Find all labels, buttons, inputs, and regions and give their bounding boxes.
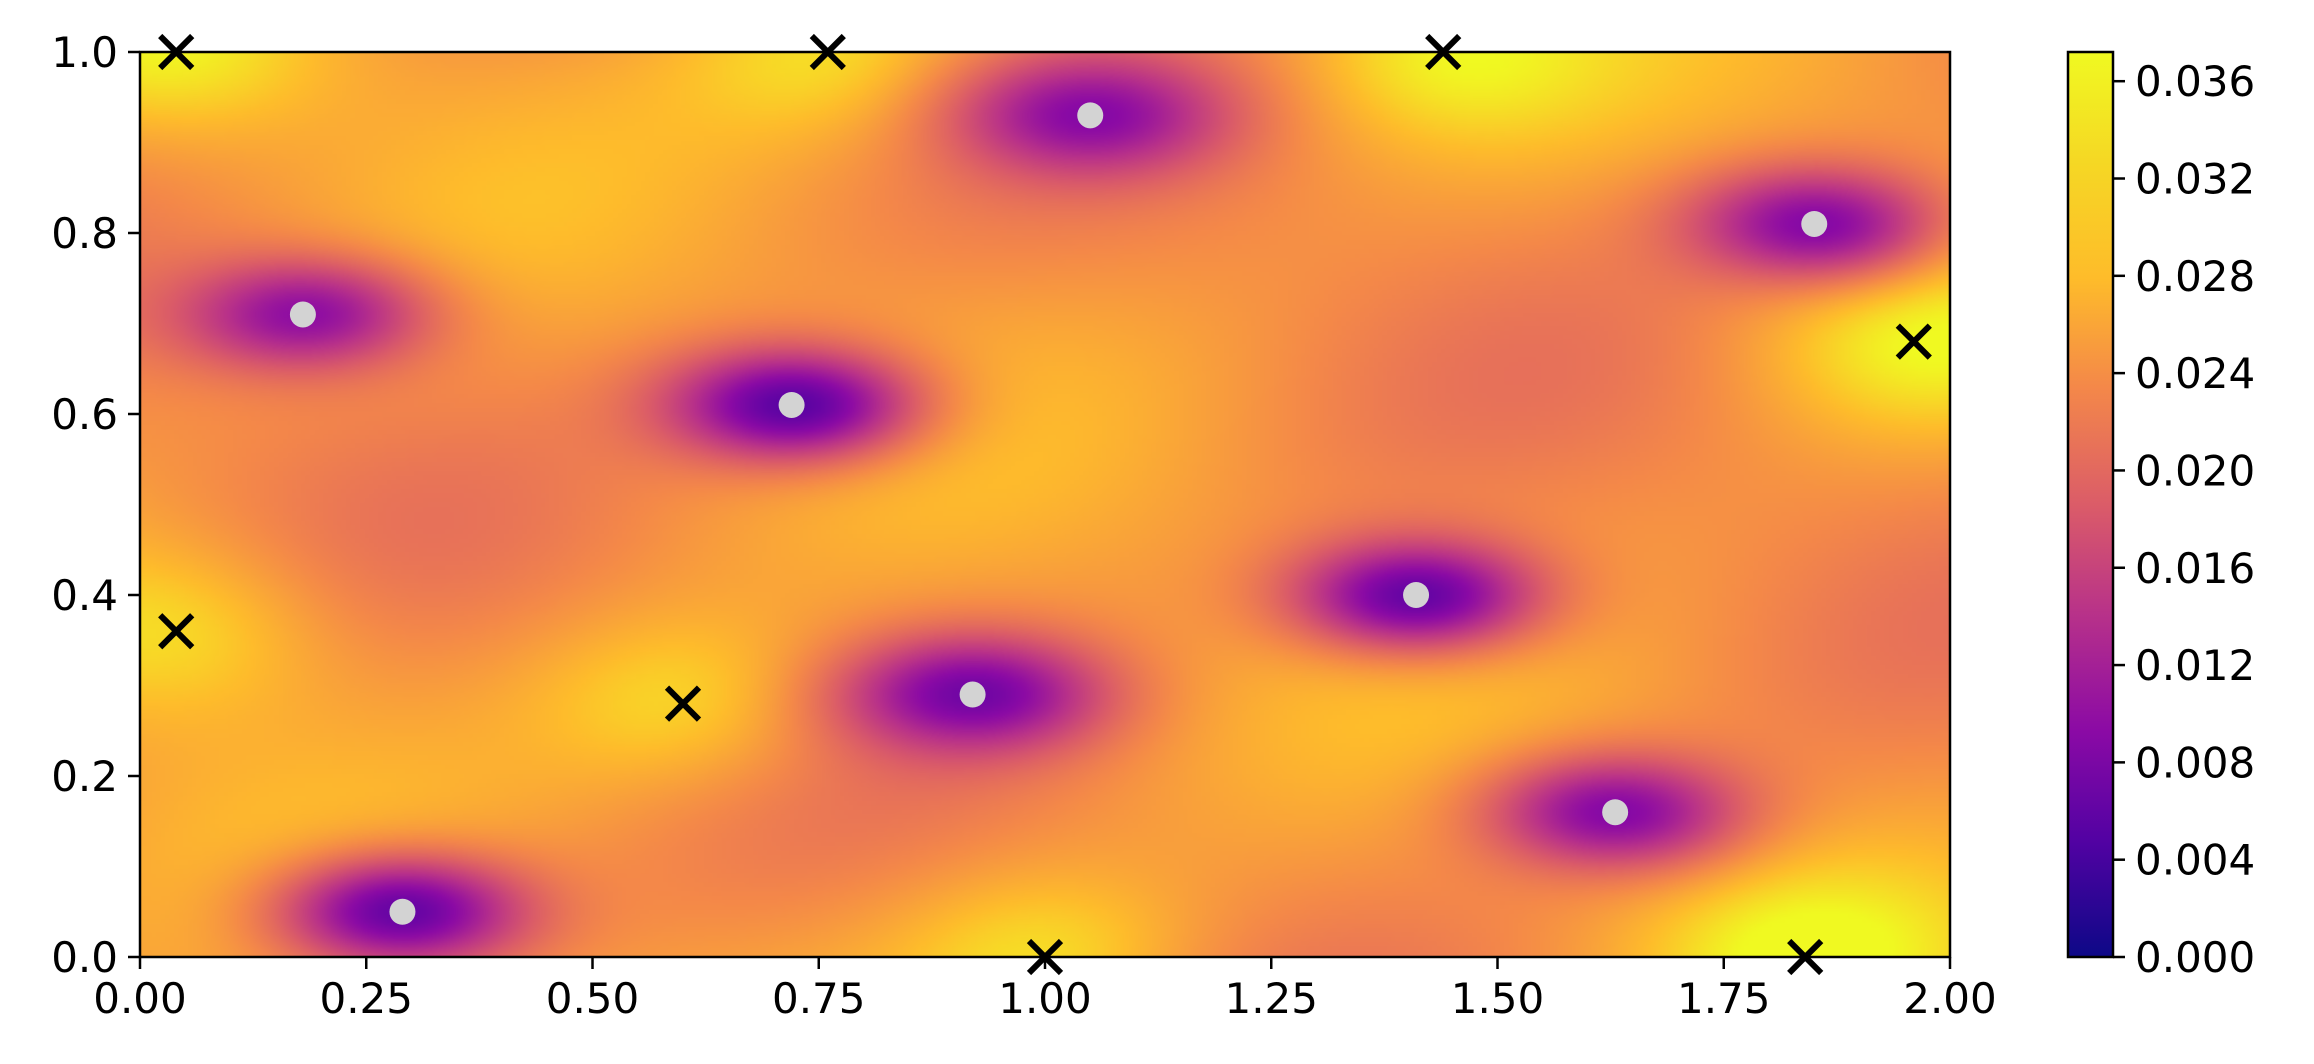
colorbar-tick-label: 0.036	[2135, 57, 2255, 106]
x-tick-label: 1.25	[1224, 974, 1318, 1023]
x-tick-label: 0.00	[93, 974, 187, 1023]
colorbar-tick-label: 0.008	[2135, 738, 2255, 787]
plot-area	[138, 50, 1952, 959]
x-tick-label: 0.50	[546, 974, 640, 1023]
x-tick-label: 1.00	[998, 974, 1092, 1023]
colorbar-tick-label: 0.004	[2135, 836, 2255, 885]
minimum-point-4	[1077, 102, 1104, 129]
colorbar-ticks: 0.000 0.004 0.008 0.012 0.016 0.020 0.024 0.028…	[2113, 57, 2255, 982]
y-tick-label: 0.4	[51, 571, 118, 620]
colorbar-tick-label: 0.032	[2135, 155, 2255, 204]
x-axis: 0.00 0.25 0.50 0.75 1.00 1.25 1.50 1.75 2.00	[93, 957, 1997, 1023]
x-tick-label: 1.75	[1677, 974, 1771, 1023]
y-axis: 0.0 0.2 0.4 0.6 0.8 1.0	[51, 28, 140, 982]
y-tick-label: 1.0	[51, 28, 118, 77]
minimum-point-0	[389, 898, 416, 925]
colorbar-tick-label: 0.028	[2135, 252, 2255, 301]
y-tick-label: 0.8	[51, 209, 118, 258]
maximum-marker-0	[158, 33, 195, 71]
colorbar-tick-label: 0.012	[2135, 641, 2255, 690]
colorbar-tick-label: 0.000	[2135, 933, 2255, 982]
minimum-point-1	[289, 301, 316, 328]
markers-layer	[158, 33, 1932, 976]
x-tick-label: 2.00	[1903, 974, 1997, 1023]
colorbar: 0.000 0.004 0.008 0.012 0.016 0.020 0.024 0.028…	[2066, 50, 2255, 982]
minimum-point-7	[1801, 210, 1828, 237]
x-tick-label: 1.50	[1451, 974, 1545, 1023]
minimum-point-3	[959, 681, 986, 708]
colorbar-tick-label: 0.020	[2135, 446, 2255, 495]
colorbar-gradient	[2066, 50, 2115, 959]
x-tick-label: 0.75	[772, 974, 866, 1023]
minimum-point-2	[778, 391, 805, 418]
maximum-marker-7	[1787, 938, 1824, 976]
y-tick-label: 0.2	[51, 752, 118, 801]
maximum-marker-2	[1425, 33, 1462, 71]
y-tick-label: 0.6	[51, 390, 118, 439]
maximum-marker-3	[1895, 323, 1932, 360]
minimum-point-5	[1403, 582, 1430, 608]
colorbar-tick-label: 0.024	[2135, 349, 2255, 398]
maximum-marker-1	[809, 33, 846, 71]
x-tick-label: 0.25	[319, 974, 413, 1023]
maximum-marker-4	[158, 613, 195, 650]
maximum-marker-5	[664, 685, 702, 722]
y-tick-label: 0.0	[51, 933, 118, 982]
heatmap-field	[140, 52, 1950, 957]
minimum-point-6	[1602, 799, 1629, 826]
colorbar-tick-label: 0.016	[2135, 544, 2255, 593]
